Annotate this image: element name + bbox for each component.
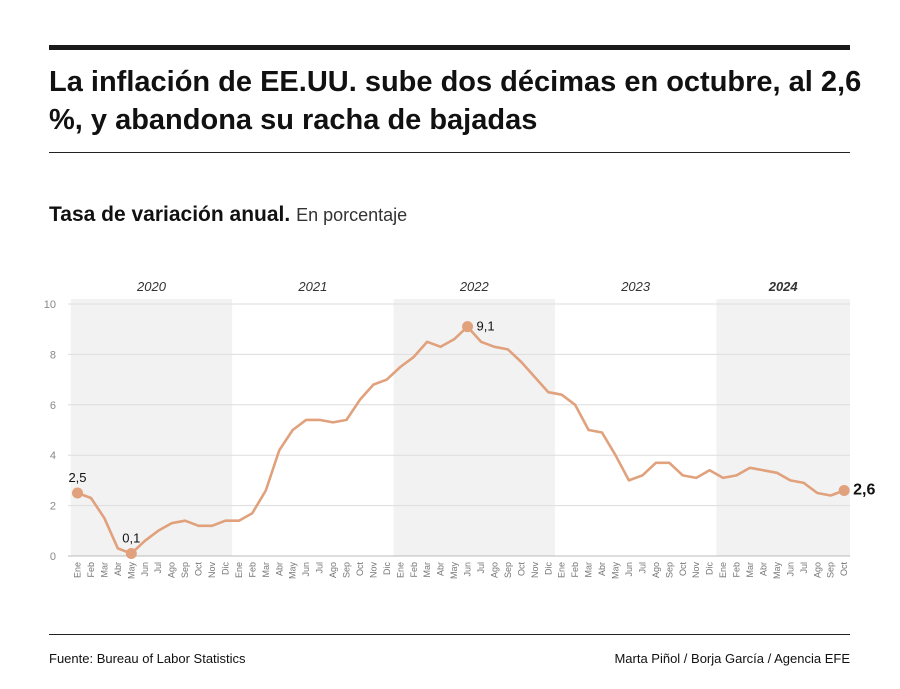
data-point-marker — [125, 547, 137, 559]
x-tick-label: Sep — [826, 562, 836, 578]
x-tick-label: Feb — [247, 562, 257, 578]
x-tick-label: Jun — [785, 562, 795, 577]
subtitle-main: Tasa de variación anual. — [49, 203, 291, 226]
y-tick-label: 8 — [50, 349, 56, 361]
x-tick-label: Jul — [799, 562, 809, 574]
y-tick-label: 2 — [50, 501, 56, 513]
x-tick-label: Oct — [194, 562, 204, 577]
x-tick-label: Mar — [261, 562, 271, 578]
x-tick-label: Mar — [584, 562, 594, 578]
year-label: 2021 — [297, 279, 327, 294]
subtitle-unit: En porcentaje — [296, 205, 408, 225]
chart-subtitle: Tasa de variación anual. En porcentaje — [49, 203, 407, 227]
x-tick-label: Sep — [503, 562, 513, 578]
x-tick-label: Dic — [543, 562, 553, 575]
year-band — [393, 299, 555, 556]
data-label: 9,1 — [477, 319, 495, 334]
year-label: 2023 — [620, 279, 651, 294]
year-label: 2022 — [459, 279, 490, 294]
x-tick-label: Oct — [355, 562, 365, 577]
x-tick-label: Mar — [99, 562, 109, 578]
x-tick-label: Jun — [463, 562, 473, 577]
x-tick-label: Ago — [167, 562, 177, 578]
x-tick-label: Ago — [651, 562, 661, 578]
x-tick-label: Jun — [140, 562, 150, 577]
y-tick-label: 0 — [50, 551, 56, 563]
x-tick-label: Feb — [86, 562, 96, 578]
x-tick-label: Sep — [180, 562, 190, 578]
top-rule — [49, 45, 850, 50]
x-tick-label: Ene — [557, 562, 567, 578]
x-tick-label: Ene — [234, 562, 244, 578]
y-tick-label: 6 — [50, 400, 56, 412]
x-tick-label: May — [126, 562, 136, 580]
y-tick-label: 4 — [50, 450, 56, 462]
y-tick-label: 10 — [44, 299, 56, 311]
x-tick-label: Sep — [664, 562, 674, 578]
x-tick-label: May — [772, 562, 782, 580]
x-tick-label: Sep — [342, 562, 352, 578]
headline-divider — [49, 152, 850, 153]
data-label: 2,5 — [68, 470, 86, 485]
x-tick-label: Abr — [274, 562, 284, 576]
x-tick-label: Feb — [409, 562, 419, 578]
year-band — [70, 299, 233, 556]
x-tick-label: Oct — [516, 562, 526, 577]
data-point-marker — [462, 321, 474, 333]
x-tick-label: May — [288, 562, 298, 580]
x-tick-label: Oct — [678, 562, 688, 577]
x-tick-label: May — [449, 562, 459, 580]
x-tick-label: Oct — [839, 562, 849, 577]
x-tick-label: Ene — [73, 562, 83, 578]
x-tick-label: Jun — [624, 562, 634, 577]
series-line — [76, 325, 846, 555]
headline: La inflación de EE.UU. sube dos décimas … — [49, 66, 862, 136]
x-tick-label: Dic — [705, 562, 715, 575]
data-label: 0,1 — [122, 530, 140, 545]
x-tick-label: Mar — [422, 562, 432, 578]
data-label: 2,6 — [853, 481, 875, 498]
x-tick-label: Ago — [812, 562, 822, 578]
x-tick-label: Ago — [328, 562, 338, 578]
x-tick-label: Jul — [637, 562, 647, 574]
x-tick-label: Jul — [315, 562, 325, 574]
credit-note: Marta Piñol / Borja García / Agencia EFE — [614, 651, 850, 666]
year-label: 2020 — [136, 279, 167, 294]
x-tick-label: Nov — [530, 562, 540, 579]
x-tick-label: Feb — [732, 562, 742, 578]
x-tick-label: Nov — [207, 562, 217, 579]
x-tick-label: Jun — [301, 562, 311, 577]
year-band — [716, 299, 850, 556]
x-tick-label: Nov — [368, 562, 378, 579]
x-tick-label: Abr — [758, 562, 768, 576]
source-note: Fuente: Bureau of Labor Statistics — [49, 651, 246, 666]
x-tick-label: Abr — [597, 562, 607, 576]
x-tick-label: Jul — [153, 562, 163, 574]
data-point-marker — [838, 484, 850, 496]
x-tick-label: Dic — [382, 562, 392, 575]
data-point-marker — [72, 487, 83, 499]
x-tick-label: Ago — [489, 562, 499, 578]
x-tick-label: Mar — [745, 562, 755, 578]
x-tick-label: Abr — [113, 562, 123, 576]
year-label: 2024 — [768, 279, 799, 294]
x-tick-label: Abr — [436, 562, 446, 576]
x-tick-label: Ene — [718, 562, 728, 578]
x-tick-label: Feb — [570, 562, 580, 578]
x-tick-label: Ene — [395, 562, 405, 578]
x-tick-label: May — [611, 562, 621, 580]
footer-divider — [49, 634, 850, 635]
x-tick-label: Nov — [691, 562, 701, 579]
x-tick-label: Jul — [476, 562, 486, 574]
x-tick-label: Dic — [220, 562, 230, 575]
